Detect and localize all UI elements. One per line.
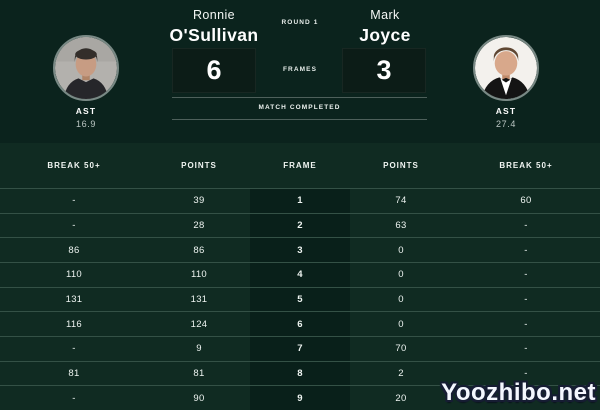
stat-value: 27.4 [496, 119, 516, 129]
break50-left-cell: 131 [65, 293, 83, 305]
frame-number-cell: 9 [250, 386, 350, 410]
frames-label: FRAMES [282, 66, 318, 73]
break50-right-cell: - [524, 318, 528, 330]
table-row: 110 110 4 0 - [0, 261, 600, 287]
stat-label: AST [495, 106, 517, 116]
break50-left-cell: - [72, 392, 76, 404]
break50-left-cell: 110 [65, 269, 83, 281]
frame-number-cell: 1 [250, 189, 350, 213]
points-left-cell: 39 [193, 195, 205, 207]
points-right-cell: 70 [395, 343, 407, 355]
points-right-cell: 20 [395, 392, 407, 404]
person-silhouette-icon [475, 37, 537, 99]
points-left-cell: 28 [193, 219, 205, 231]
divider [172, 97, 427, 98]
points-right-cell: 63 [395, 219, 407, 231]
player-first-name: Mark [370, 8, 400, 22]
points-left-cell: 86 [193, 244, 205, 256]
player-left-score: 6 [206, 55, 222, 85]
points-left-cell: 131 [190, 293, 208, 305]
points-left-cell: 110 [190, 269, 208, 281]
column-header-frame: FRAME [283, 161, 317, 170]
table-header-row: BREAK 50+ POINTS FRAME POINTS BREAK 50+ [0, 143, 600, 188]
divider [172, 119, 427, 120]
frame-number-cell: 8 [250, 361, 350, 386]
frame-number-cell: 3 [250, 238, 350, 262]
table-row: - 28 2 63 - [0, 212, 600, 238]
break50-right-cell: - [524, 244, 528, 256]
table-row: 86 86 3 0 - [0, 237, 600, 262]
break50-left-cell: - [72, 195, 76, 207]
match-status: MATCH COMPLETED [258, 104, 341, 111]
points-left-cell: 81 [193, 367, 205, 379]
player-last-name: Joyce [359, 25, 411, 45]
round-label: ROUND 1 [281, 19, 319, 26]
stat-value: 16.9 [76, 119, 96, 129]
break50-left-cell: - [72, 343, 76, 355]
table-body: - 39 1 74 60 - 28 2 63 - 86 86 3 0 - 110… [0, 188, 600, 410]
points-left-cell: 90 [193, 392, 205, 404]
frame-number-cell: 7 [250, 336, 350, 361]
person-silhouette-icon [55, 37, 117, 99]
break50-right-cell: 60 [520, 195, 532, 207]
player-right-stat: AST 27.4 [446, 106, 566, 129]
points-right-cell: 0 [398, 269, 404, 281]
break50-right-cell: - [524, 367, 528, 379]
frame-number-cell: 4 [250, 262, 350, 287]
break50-right-cell: - [524, 219, 528, 231]
player-left-avatar [53, 35, 119, 101]
player-right-avatar [473, 35, 539, 101]
points-right-cell: 2 [398, 367, 404, 379]
break50-right-cell: - [524, 269, 528, 281]
break50-right-cell: - [524, 392, 528, 404]
points-right-cell: 0 [398, 244, 404, 256]
frame-number-cell: 5 [250, 287, 350, 312]
points-left-cell: 124 [190, 318, 208, 330]
player-left-stat: AST 16.9 [26, 106, 146, 129]
table-row: - 9 7 70 - [0, 335, 600, 361]
points-right-cell: 0 [398, 318, 404, 330]
points-right-cell: 74 [395, 195, 407, 207]
stat-label: AST [75, 106, 97, 116]
player-left-score-box: 6 [172, 48, 256, 93]
break50-left-cell: 81 [68, 367, 80, 379]
column-header-points-right: POINTS [383, 161, 419, 170]
points-right-cell: 0 [398, 293, 404, 305]
frame-number-cell: 6 [250, 312, 350, 336]
column-header-points-left: POINTS [181, 161, 217, 170]
player-first-name: Ronnie [192, 8, 235, 22]
player-right-score-box: 3 [342, 48, 426, 93]
break50-left-cell: 86 [68, 244, 80, 256]
table-row: - 90 9 20 - [0, 385, 600, 410]
points-left-cell: 9 [196, 343, 202, 355]
table-row: 81 81 8 2 - [0, 360, 600, 386]
break50-left-cell: 116 [65, 318, 83, 330]
player-right-name: Mark Joyce [300, 8, 470, 46]
frame-number-cell: 2 [250, 213, 350, 238]
player-left-name: Ronnie O'Sullivan [129, 8, 299, 46]
column-header-break50-right: BREAK 50+ [499, 161, 553, 170]
column-header-break50-left: BREAK 50+ [47, 161, 101, 170]
player-right-score: 3 [376, 55, 392, 85]
site-watermark: Yoozhibo.net [441, 379, 596, 406]
table-row: 131 131 5 0 - [0, 286, 600, 312]
break50-right-cell: - [524, 343, 528, 355]
break50-right-cell: - [524, 293, 528, 305]
break50-left-cell: - [72, 219, 76, 231]
table-row: 116 124 6 0 - [0, 311, 600, 336]
scoreboard-header: Ronnie O'Sullivan ROUND 1 Mark Joyce 6 F… [0, 0, 600, 143]
player-last-name: O'Sullivan [169, 25, 259, 45]
frames-table: BREAK 50+ POINTS FRAME POINTS BREAK 50+ … [0, 143, 600, 410]
table-row: - 39 1 74 60 [0, 188, 600, 213]
